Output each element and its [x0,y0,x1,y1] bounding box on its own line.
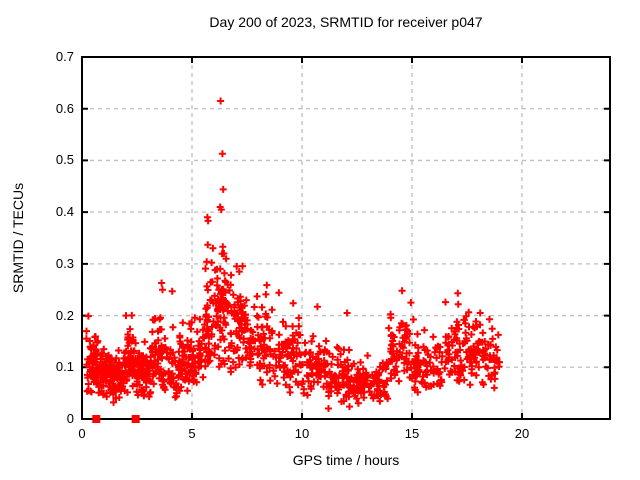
y-tick-label: 0.1 [55,359,74,375]
y-tick-label: 0 [66,411,74,426]
y-tick-label: 0.4 [55,204,74,220]
x-tick-label: 5 [188,426,196,441]
flag-square-markers [92,415,140,423]
x-tick-label: 0 [78,426,86,441]
chart-title: Day 200 of 2023, SRMTID for receiver p04… [209,14,483,30]
y-tick-label: 0.2 [55,307,74,323]
y-tick-label: 0.5 [55,152,74,168]
scatter-points [82,97,503,412]
y-tick-label: 0.6 [55,100,74,116]
y-axis-label: SRMTID / TECUs [10,182,26,294]
plot-area [81,56,611,423]
y-tick-label: 0.3 [55,255,74,271]
flag-square-marker [131,415,140,423]
x-tick-label: 20 [514,426,530,441]
plot-border [81,56,611,420]
x-tick-label: 15 [404,426,420,441]
flag-square-marker [92,415,101,423]
x-tick-label: 10 [294,426,310,441]
y-tick-label: 0.7 [55,49,74,64]
x-axis-label: GPS time / hours [292,452,400,468]
